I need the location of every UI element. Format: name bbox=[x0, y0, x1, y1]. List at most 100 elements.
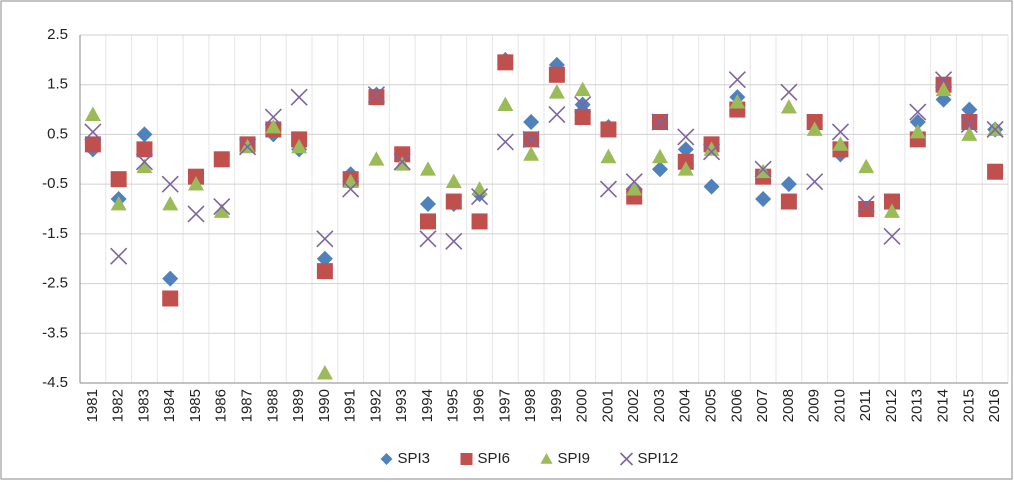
point bbox=[858, 201, 875, 217]
point bbox=[162, 270, 179, 287]
point bbox=[136, 141, 153, 158]
point bbox=[394, 156, 411, 171]
point bbox=[291, 138, 308, 154]
point bbox=[135, 153, 154, 171]
point bbox=[162, 290, 179, 307]
legend-item: SPI12 bbox=[619, 450, 678, 467]
y-tick-label: 0.5 bbox=[47, 125, 68, 142]
point bbox=[626, 181, 643, 196]
point bbox=[909, 103, 927, 121]
x-tick-label: 2008 bbox=[780, 389, 797, 422]
point bbox=[110, 247, 128, 265]
point bbox=[599, 180, 618, 198]
x-tick-label: 2009 bbox=[806, 389, 823, 422]
y-tick-label: -2.5 bbox=[42, 275, 68, 292]
point bbox=[84, 136, 101, 153]
x-tick-label: 2010 bbox=[831, 389, 848, 422]
point bbox=[780, 83, 798, 101]
legend-item: SPI9 bbox=[540, 450, 591, 467]
point bbox=[213, 151, 230, 168]
x-tick-label: 1989 bbox=[290, 389, 307, 422]
x-tick-label: 2016 bbox=[986, 389, 1003, 422]
point bbox=[702, 143, 721, 161]
point bbox=[574, 109, 591, 126]
point bbox=[806, 121, 823, 136]
point bbox=[84, 123, 102, 141]
point bbox=[677, 161, 694, 176]
x-tick-label: 1993 bbox=[393, 389, 410, 422]
x-tick-label: 1982 bbox=[110, 389, 127, 422]
y-tick-label: 2.5 bbox=[47, 26, 68, 43]
x-tick-label: 1998 bbox=[522, 389, 539, 422]
point bbox=[934, 71, 953, 89]
point bbox=[935, 81, 952, 97]
point bbox=[367, 86, 386, 104]
x-tick-label: 2005 bbox=[703, 389, 720, 422]
point bbox=[420, 213, 436, 230]
point bbox=[857, 195, 875, 213]
legend-item: SPI6 bbox=[460, 450, 511, 467]
point bbox=[961, 114, 978, 130]
point bbox=[497, 54, 514, 71]
point bbox=[548, 66, 565, 83]
point bbox=[909, 114, 926, 130]
point bbox=[497, 96, 514, 111]
point bbox=[368, 151, 385, 166]
x-tick-label: 1988 bbox=[264, 389, 281, 422]
point bbox=[729, 94, 746, 109]
point bbox=[625, 173, 643, 191]
legend-marker bbox=[460, 453, 473, 465]
point bbox=[420, 161, 436, 176]
point bbox=[677, 141, 694, 158]
point bbox=[265, 118, 282, 134]
point bbox=[703, 141, 720, 156]
x-tick-label: 2001 bbox=[599, 389, 616, 422]
point bbox=[523, 114, 540, 130]
x-tick-label: 2002 bbox=[625, 389, 642, 422]
point bbox=[600, 121, 617, 138]
legend-label: SPI6 bbox=[478, 450, 511, 467]
point bbox=[600, 148, 617, 164]
x-tick-label: 2007 bbox=[754, 389, 771, 422]
point bbox=[213, 197, 231, 216]
point bbox=[316, 230, 334, 248]
point bbox=[987, 163, 1004, 180]
point bbox=[368, 89, 385, 106]
point bbox=[652, 148, 668, 164]
point bbox=[316, 250, 333, 267]
point bbox=[188, 176, 204, 191]
point bbox=[162, 196, 179, 211]
point bbox=[986, 120, 1004, 139]
point bbox=[445, 193, 462, 210]
legend-marker bbox=[380, 453, 393, 465]
point bbox=[342, 180, 360, 198]
legend-item: SPI3 bbox=[380, 450, 430, 467]
x-tick-label: 1987 bbox=[239, 389, 256, 422]
point bbox=[755, 191, 772, 208]
point bbox=[884, 203, 900, 218]
point bbox=[419, 230, 437, 248]
point bbox=[264, 108, 282, 126]
point bbox=[213, 203, 230, 218]
point bbox=[703, 178, 720, 195]
x-tick-label: 1999 bbox=[548, 389, 565, 422]
point bbox=[574, 96, 592, 114]
point bbox=[652, 161, 668, 178]
point bbox=[780, 176, 797, 193]
legend-label: SPI9 bbox=[558, 450, 591, 467]
point bbox=[290, 88, 308, 106]
x-tick-label: 1991 bbox=[342, 389, 359, 422]
point bbox=[161, 175, 179, 193]
point bbox=[754, 160, 772, 178]
y-tick-label: -4.5 bbox=[42, 374, 68, 391]
point bbox=[238, 138, 257, 156]
x-tick-label: 1996 bbox=[471, 389, 488, 422]
point bbox=[961, 126, 978, 141]
point bbox=[858, 158, 875, 174]
x-tick-label: 1994 bbox=[419, 389, 436, 422]
point bbox=[961, 101, 978, 118]
x-tick-label: 2015 bbox=[960, 389, 977, 422]
point bbox=[136, 158, 153, 174]
